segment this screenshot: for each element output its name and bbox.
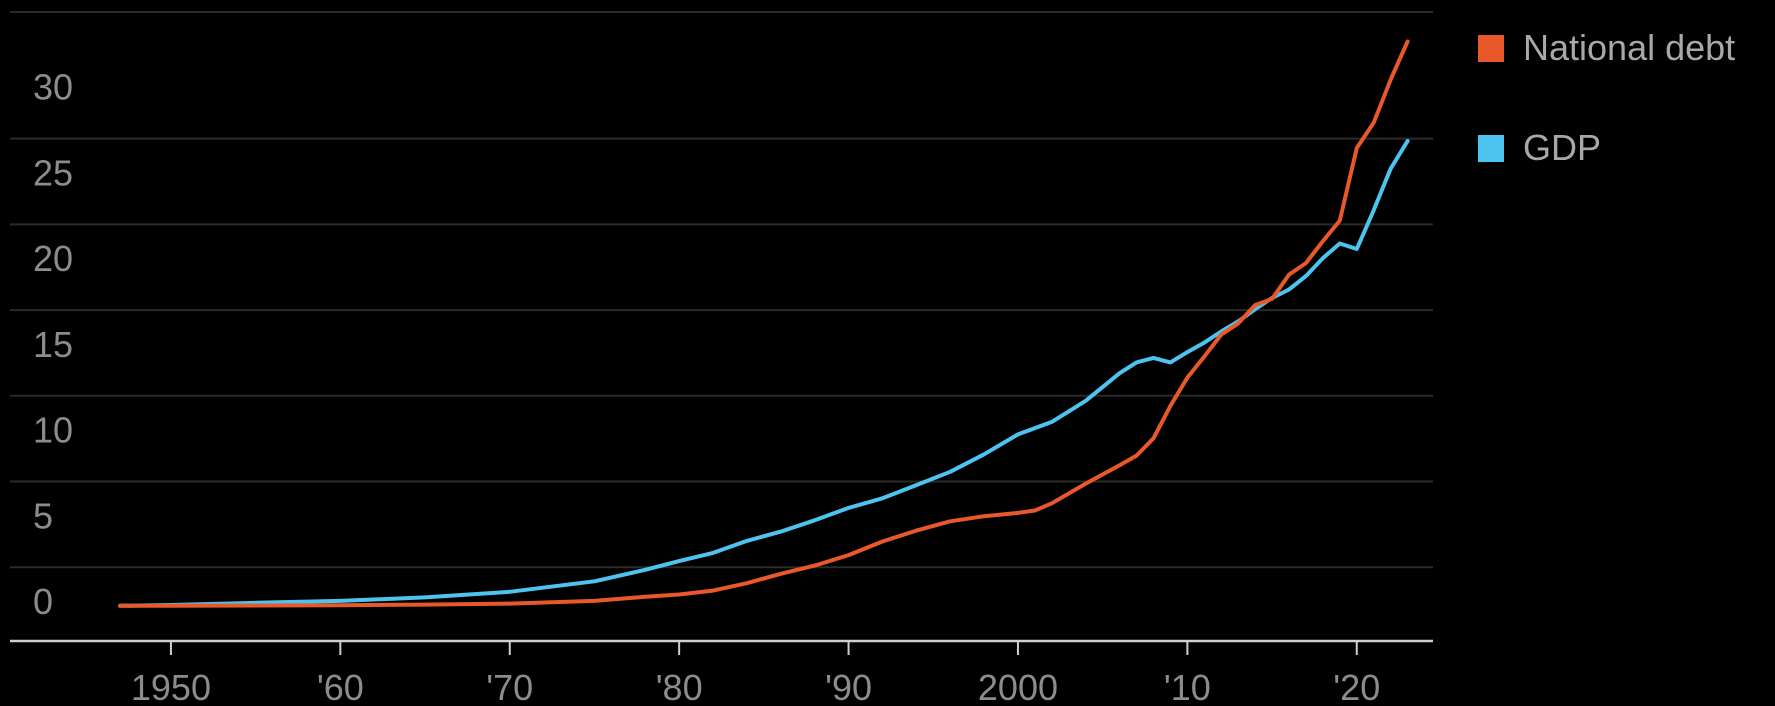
x-tick-label-1970: '70 xyxy=(486,667,533,706)
y-tick-label-5: 5 xyxy=(33,495,53,536)
series-line-national-debt xyxy=(118,39,1410,608)
series-line-gdp xyxy=(118,139,1410,608)
x-tick-label-2000: 2000 xyxy=(978,667,1058,706)
legend-label-national-debt: National debt xyxy=(1523,27,1735,68)
gridlines xyxy=(10,11,1433,569)
x-tick-label-1950: 1950 xyxy=(131,667,211,706)
x-tick-label-1960: '60 xyxy=(317,667,364,706)
x-tick-label-2010: '10 xyxy=(1164,667,1211,706)
x-tick-label-2020: '20 xyxy=(1333,667,1380,706)
y-tick-label-10: 10 xyxy=(33,410,73,451)
y-tick-label-15: 15 xyxy=(33,324,73,365)
x-axis-ticks: 1950 '60 '70 '80 '90 2000 '10 '20 xyxy=(131,641,1380,706)
y-tick-label-30: 30 xyxy=(33,67,73,108)
legend-swatch-gdp xyxy=(1478,135,1504,162)
legend-swatch-national-debt xyxy=(1478,35,1504,62)
x-tick-label-1980: '80 xyxy=(656,667,703,706)
x-tick-label-1990: '90 xyxy=(825,667,872,706)
legend-label-gdp: GDP xyxy=(1523,127,1601,168)
y-tick-label-0: 0 xyxy=(33,581,53,622)
series-lines xyxy=(118,39,1410,608)
y-axis-ticks: 0 5 10 15 20 25 30 xyxy=(33,67,73,622)
legend: National debt GDP xyxy=(1478,27,1735,168)
y-tick-label-20: 20 xyxy=(33,238,73,279)
y-tick-label-25: 25 xyxy=(33,152,73,193)
